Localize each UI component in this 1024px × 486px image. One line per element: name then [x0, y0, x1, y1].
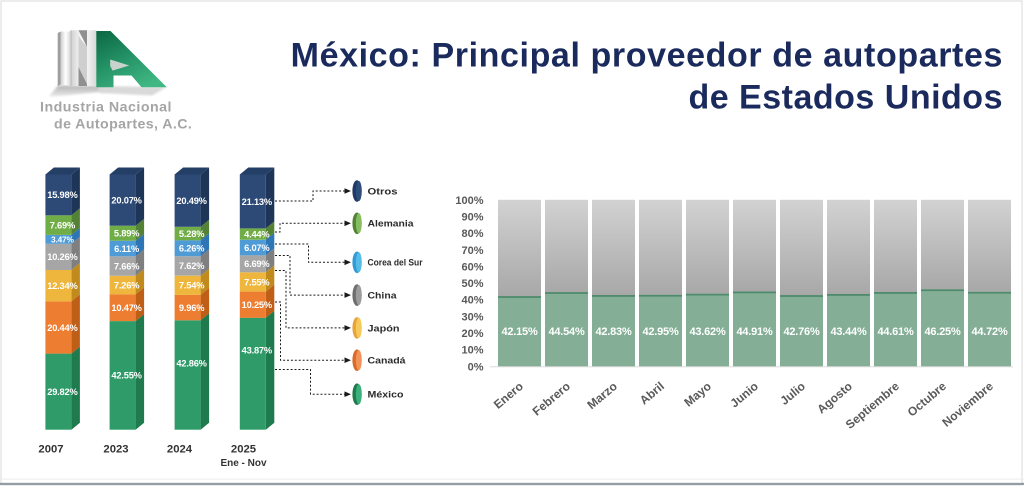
svg-text:9.96%: 9.96%	[179, 303, 205, 313]
svg-text:10.26%: 10.26%	[47, 252, 78, 262]
svg-text:30%: 30%	[461, 311, 483, 323]
svg-text:44.54%: 44.54%	[548, 326, 585, 338]
svg-text:Alemania: Alemania	[368, 218, 415, 229]
svg-text:42.15%: 42.15%	[501, 326, 538, 338]
svg-text:12.34%: 12.34%	[47, 281, 78, 291]
svg-text:15.98%: 15.98%	[47, 190, 78, 200]
svg-text:43.62%: 43.62%	[689, 326, 726, 338]
svg-text:de Autopartes, A.C.: de Autopartes, A.C.	[54, 117, 192, 133]
svg-text:China: China	[368, 290, 398, 301]
svg-text:7.69%: 7.69%	[50, 220, 76, 230]
svg-text:2023: 2023	[103, 444, 128, 456]
svg-text:20.07%: 20.07%	[111, 195, 142, 205]
svg-text:6.07%: 6.07%	[244, 243, 270, 253]
svg-text:7.62%: 7.62%	[179, 261, 205, 271]
svg-text:46.25%: 46.25%	[924, 326, 961, 338]
svg-text:40%: 40%	[461, 295, 483, 307]
svg-text:42.86%: 42.86%	[176, 358, 207, 368]
svg-text:Canadá: Canadá	[368, 355, 407, 366]
svg-text:42.83%: 42.83%	[595, 326, 632, 338]
svg-text:4.44%: 4.44%	[244, 229, 270, 239]
svg-text:Otros: Otros	[368, 185, 398, 196]
svg-text:70%: 70%	[461, 245, 483, 257]
svg-text:Corea del Sur: Corea del Sur	[368, 257, 423, 268]
svg-text:2025: 2025	[231, 444, 256, 456]
svg-text:90%: 90%	[461, 212, 483, 224]
svg-text:42.95%: 42.95%	[642, 326, 679, 338]
svg-text:Ene - Nov: Ene - Nov	[220, 458, 267, 469]
svg-text:44.72%: 44.72%	[971, 326, 1008, 338]
svg-text:6.11%: 6.11%	[114, 244, 140, 254]
svg-text:20.49%: 20.49%	[176, 196, 207, 206]
svg-text:5.28%: 5.28%	[179, 229, 205, 239]
svg-text:Industria Nacional: Industria Nacional	[40, 100, 172, 116]
svg-text:20%: 20%	[461, 328, 483, 340]
svg-text:México: México	[368, 389, 404, 400]
svg-text:50%: 50%	[461, 278, 483, 290]
svg-text:6.26%: 6.26%	[179, 244, 205, 254]
svg-text:México: Principal proveedor de: México: Principal proveedor de autoparte…	[291, 37, 1003, 75]
svg-text:2007: 2007	[38, 444, 63, 456]
svg-text:10.47%: 10.47%	[111, 303, 142, 313]
svg-text:de Estados Unidos: de Estados Unidos	[688, 79, 1003, 117]
svg-text:20.44%: 20.44%	[47, 323, 78, 333]
svg-text:5.89%: 5.89%	[114, 229, 140, 239]
svg-text:Japón: Japón	[368, 322, 400, 333]
svg-text:0%: 0%	[468, 361, 484, 373]
svg-text:10%: 10%	[461, 345, 483, 357]
svg-text:6.69%: 6.69%	[244, 259, 270, 269]
svg-text:42.76%: 42.76%	[783, 326, 820, 338]
svg-text:100%: 100%	[455, 195, 483, 207]
svg-text:44.91%: 44.91%	[736, 326, 773, 338]
svg-text:7.66%: 7.66%	[114, 261, 140, 271]
svg-text:80%: 80%	[461, 228, 483, 240]
svg-text:43.44%: 43.44%	[830, 326, 867, 338]
svg-text:60%: 60%	[461, 261, 483, 273]
svg-text:43.87%: 43.87%	[242, 345, 273, 355]
svg-text:10.25%: 10.25%	[242, 300, 273, 310]
svg-text:44.61%: 44.61%	[877, 326, 914, 338]
svg-text:3.47%: 3.47%	[51, 235, 75, 245]
svg-text:21.13%: 21.13%	[242, 197, 273, 207]
svg-text:7.54%: 7.54%	[179, 281, 205, 291]
svg-text:2024: 2024	[167, 444, 193, 456]
svg-text:42.55%: 42.55%	[111, 371, 142, 381]
svg-text:7.55%: 7.55%	[244, 277, 270, 287]
svg-text:7.26%: 7.26%	[114, 280, 140, 290]
svg-text:29.82%: 29.82%	[47, 387, 78, 397]
